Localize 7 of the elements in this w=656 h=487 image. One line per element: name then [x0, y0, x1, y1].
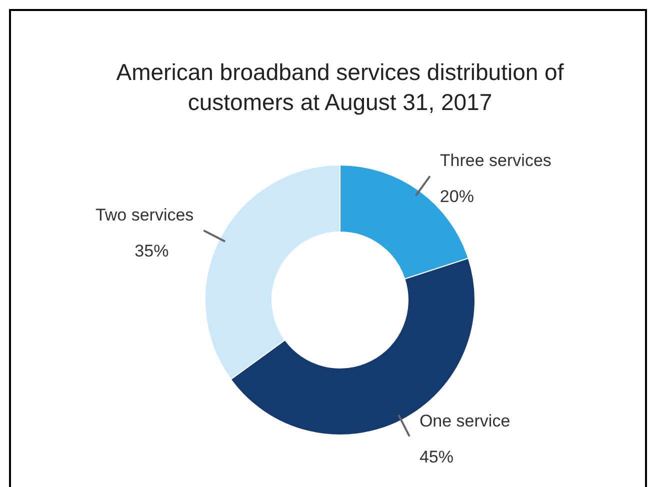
slice-label: Three services: [440, 151, 552, 170]
data-label: 45%: [419, 447, 454, 466]
chart-title: American broadband services distribution of customers at August 31, 2017: [116, 59, 564, 115]
slice-label: One service: [419, 411, 510, 430]
data-label: 35%: [134, 242, 169, 261]
slice-label: Two services: [95, 206, 194, 225]
data-label: 20%: [440, 187, 474, 206]
